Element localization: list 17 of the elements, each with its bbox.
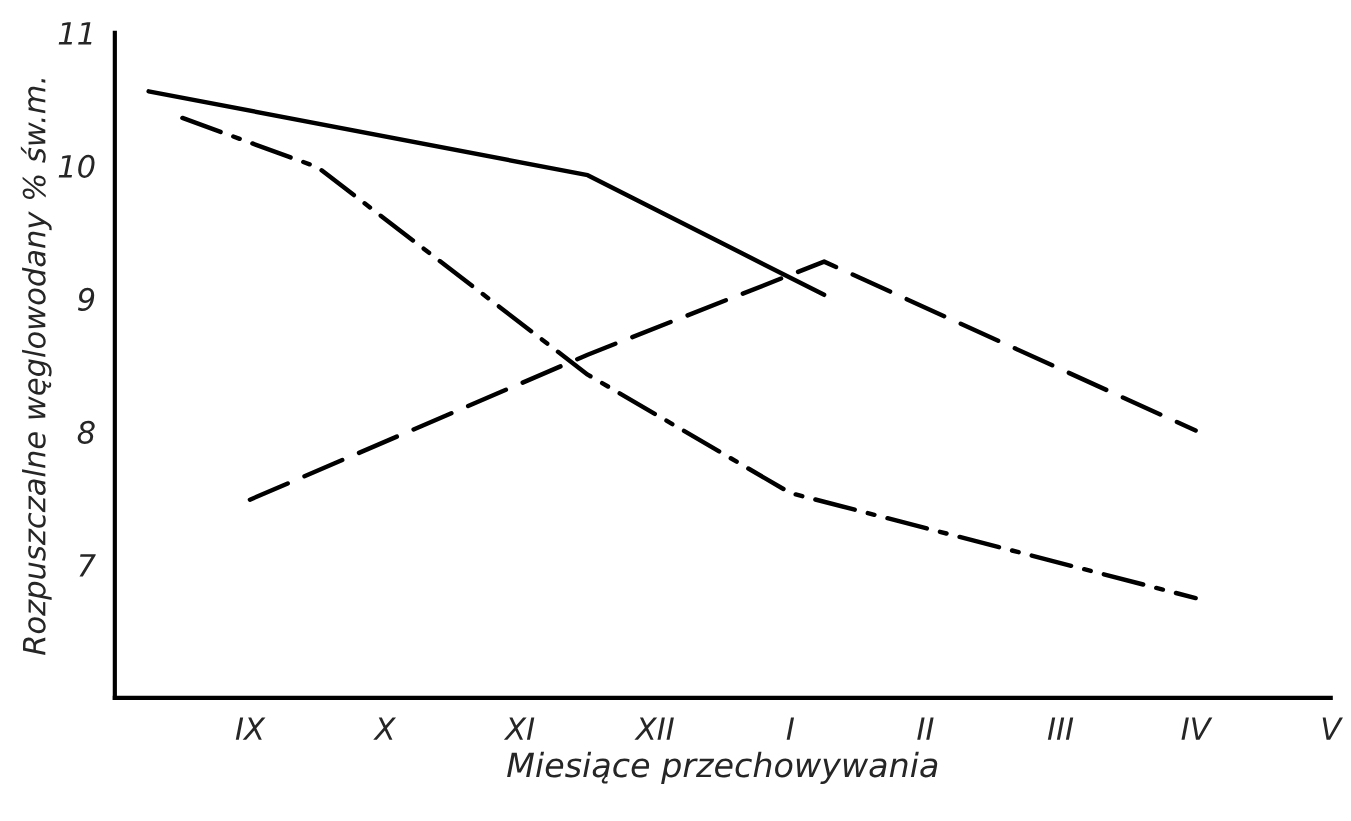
x-tick-label: X bbox=[373, 717, 397, 740]
y-tick-label: 10 bbox=[58, 154, 95, 178]
x-axis-title: Miesiące przechowywania bbox=[507, 751, 938, 784]
y-tick-label: 8 bbox=[77, 420, 95, 444]
y-tick-label: 9 bbox=[77, 287, 95, 311]
x-tick-label: XII bbox=[634, 717, 674, 740]
line-series bbox=[180, 115, 1198, 601]
x-tick-label: II bbox=[917, 717, 934, 740]
x-tick-label: XI bbox=[503, 717, 535, 740]
x-tick-label: IV bbox=[1181, 717, 1213, 740]
x-tick-label: IX bbox=[235, 717, 266, 740]
y-tick-label: 11 bbox=[58, 22, 92, 45]
x-tick-label: I bbox=[786, 717, 795, 740]
x-tick-label: V bbox=[1322, 717, 1343, 740]
y-tick-label: 7 bbox=[79, 554, 96, 577]
y-axis-title: Rozpuszczalne węglowodany % św.m. bbox=[20, 78, 52, 655]
x-tick-label: III bbox=[1047, 717, 1074, 740]
